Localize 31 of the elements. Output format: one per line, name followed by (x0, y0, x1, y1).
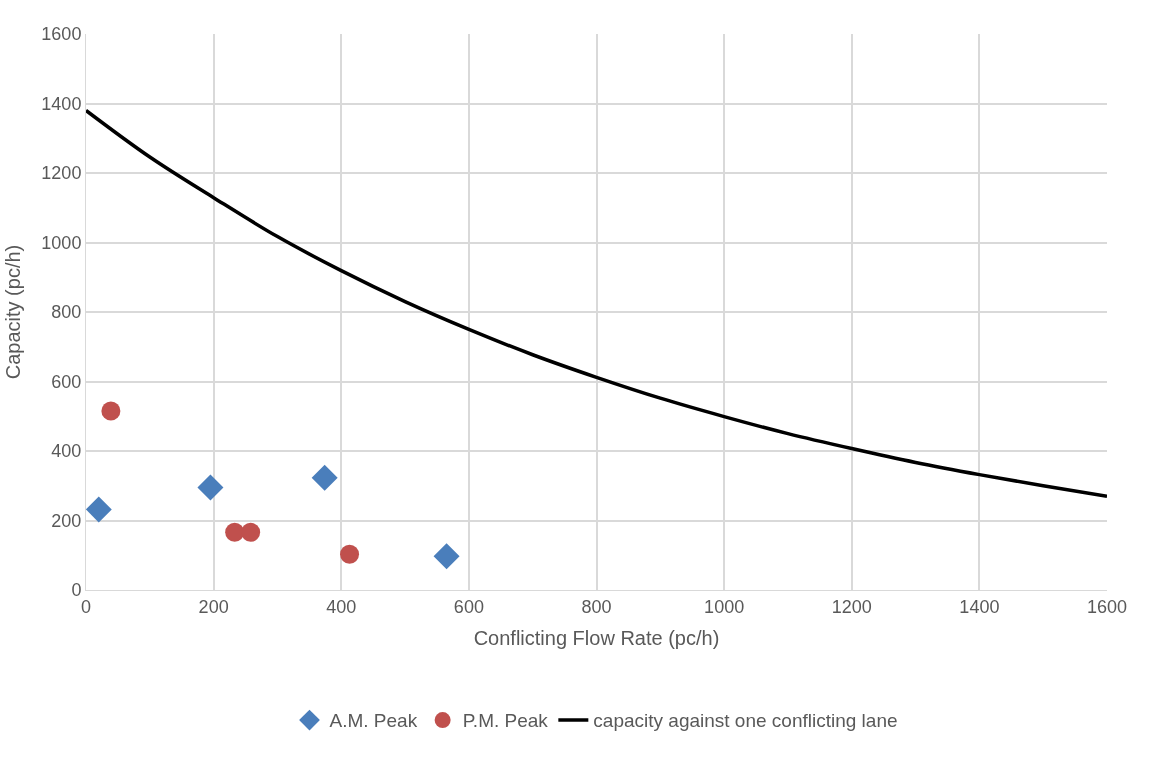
point (241, 522, 261, 542)
x-tick-label: 1000 (704, 596, 745, 617)
x-tick-label: 800 (581, 596, 612, 617)
y-tick-label: 400 (51, 441, 82, 462)
y-tick-label: 1200 (41, 163, 82, 184)
x-tick-label: 1400 (959, 596, 1000, 617)
x-axis-title: Conflicting Flow Rate (pc/h) (473, 627, 720, 650)
point (311, 464, 338, 491)
x-tick-label: 600 (453, 596, 484, 617)
x-tick-label: 200 (198, 596, 229, 617)
y-tick-label: 800 (51, 302, 82, 323)
y-tick-label: 1400 (41, 93, 82, 114)
y-tick-label: 200 (51, 510, 82, 531)
point (197, 474, 224, 501)
y-axis-title: Capacity (pc/h) (1, 244, 24, 380)
y-tick-label: 600 (51, 371, 82, 392)
point (101, 401, 121, 421)
legend-label: capacity against one conflicting lane (593, 710, 898, 732)
point (340, 544, 360, 564)
legend-label: P.M. Peak (462, 710, 549, 732)
line-series (86, 108, 1107, 498)
point (86, 496, 112, 523)
point (433, 543, 460, 570)
y-tick-label: 0 (71, 580, 82, 601)
x-tick-label: 400 (326, 596, 357, 617)
point (225, 522, 245, 542)
y-tick-label: 1600 (41, 24, 82, 45)
y-tick-label: 1000 (41, 232, 82, 253)
x-tick-label: 1600 (1086, 596, 1128, 617)
x-tick-label: 1200 (831, 596, 872, 617)
legend-label: A.M. Peak (329, 710, 418, 732)
